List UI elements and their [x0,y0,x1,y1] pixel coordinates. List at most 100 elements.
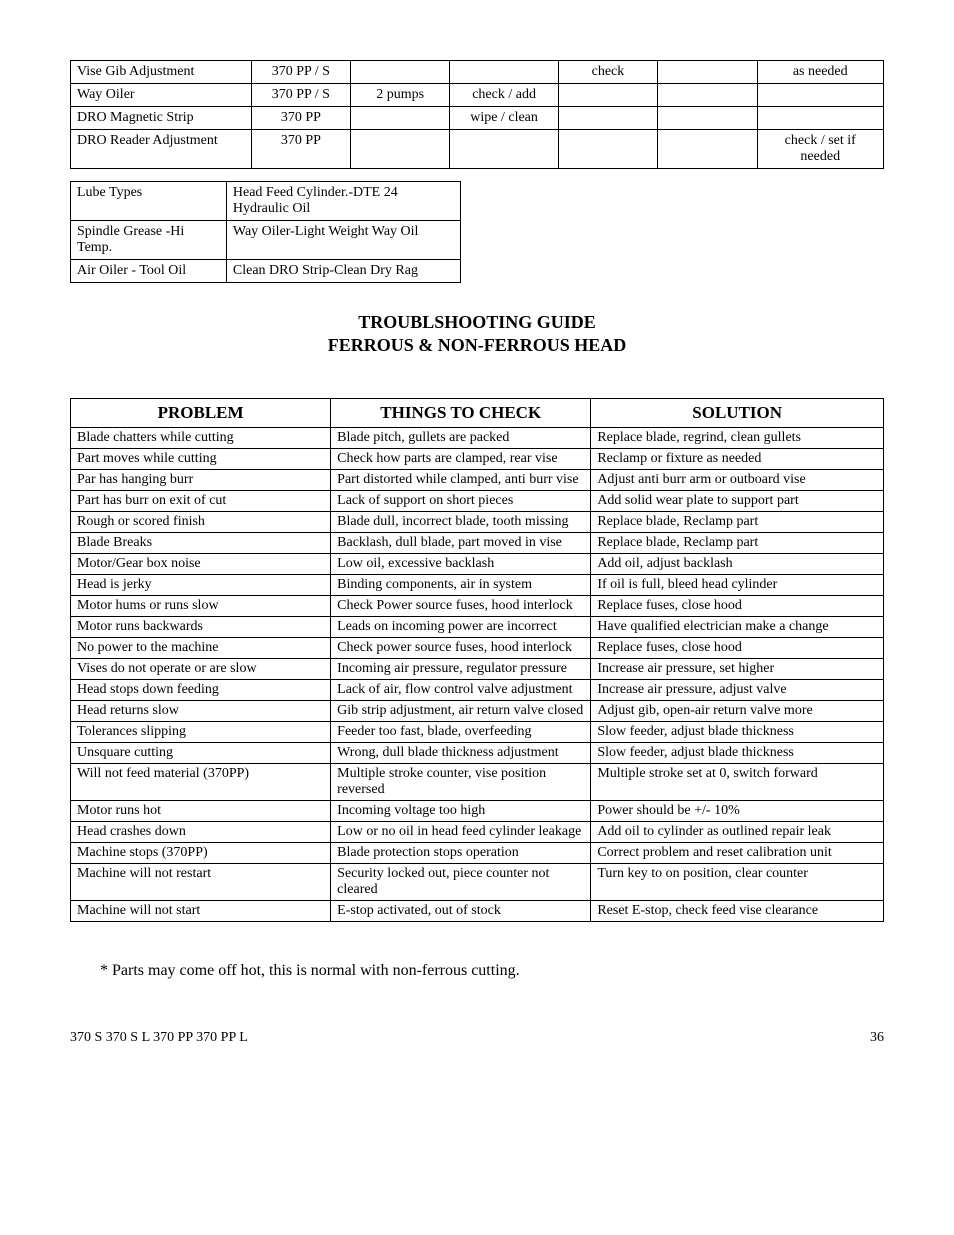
cell-problem: Head is jerky [71,574,331,595]
lube-table: Lube TypesHead Feed Cylinder.-DTE 24 Hyd… [70,181,461,283]
cell-problem: Unsquare cutting [71,742,331,763]
cell [658,107,757,130]
cell [558,130,657,169]
troubleshooting-table: PROBLEM THINGS TO CHECK SOLUTION Blade c… [70,398,884,922]
table-row: Head returns slowGib strip adjustment, a… [71,700,884,721]
footnote: * Parts may come off hot, this is normal… [100,962,884,980]
cell-check: Low or no oil in head feed cylinder leak… [331,821,591,842]
maintenance-table: Vise Gib Adjustment370 PP / S check as nee… [70,60,884,169]
header-solution: SOLUTION [591,398,884,427]
table-row: Vise Gib Adjustment370 PP / Scheckas nee… [71,61,884,84]
page-footer: 370 S 370 S L 370 PP 370 PP L 36 [70,1030,884,1046]
cell: Vise Gib Adjustment [71,61,252,84]
cell-problem: Head stops down feeding [71,679,331,700]
cell [658,130,757,169]
cell [757,107,884,130]
cell [351,107,450,130]
cell-check: Incoming voltage too high [331,800,591,821]
table-row: Air Oiler - Tool OilClean DRO Strip-Clea… [71,260,461,283]
table-row: DRO Reader Adjustment370 PPcheck / set i… [71,130,884,169]
header-check: THINGS TO CHECK [331,398,591,427]
cell-check: Backlash, dull blade, part moved in vise [331,532,591,553]
table-row: Will not feed material (370PP)Multiple s… [71,763,884,800]
cell-check: Blade protection stops operation [331,842,591,863]
table-row: Motor runs backwardsLeads on incoming po… [71,616,884,637]
cell-problem: Part moves while cutting [71,448,331,469]
cell-solution: Slow feeder, adjust blade thickness [591,721,884,742]
cell-problem: Head crashes down [71,821,331,842]
table-row: Par has hanging burrPart distorted while… [71,469,884,490]
table-row: Spindle Grease -Hi Temp.Way Oiler-Light … [71,221,461,260]
cell-solution: Replace blade, Reclamp part [591,532,884,553]
cell [658,61,757,84]
cell-check: Lack of air, flow control valve adjustme… [331,679,591,700]
cell: 370 PP / S [251,84,350,107]
title-block: TROUBLSHOOTING GUIDE FERROUS & NON-FERRO… [70,311,884,358]
cell-solution: If oil is full, bleed head cylinder [591,574,884,595]
cell-problem: Motor hums or runs slow [71,595,331,616]
cell: Head Feed Cylinder.-DTE 24 Hydraulic Oil [226,182,460,221]
table-row: Lube TypesHead Feed Cylinder.-DTE 24 Hyd… [71,182,461,221]
cell [558,84,657,107]
cell-problem: Motor/Gear box noise [71,553,331,574]
cell: wipe / clean [450,107,558,130]
cell-solution: Increase air pressure, set higher [591,658,884,679]
footer-page-number: 36 [870,1030,884,1046]
cell [351,130,450,169]
cell-check: Lack of support on short pieces [331,490,591,511]
cell: 370 PP [251,107,350,130]
table-row: Head stops down feedingLack of air, flow… [71,679,884,700]
cell-problem: Blade Breaks [71,532,331,553]
table-row: Motor/Gear box noiseLow oil, excessive b… [71,553,884,574]
cell-problem: Rough or scored finish [71,511,331,532]
table-row: Machine stops (370PP)Blade protection st… [71,842,884,863]
table-row: Motor hums or runs slowCheck Power sourc… [71,595,884,616]
cell: Clean DRO Strip-Clean Dry Rag [226,260,460,283]
cell [757,84,884,107]
cell-solution: Multiple stroke set at 0, switch forward [591,763,884,800]
cell-check: E-stop activated, out of stock [331,900,591,921]
cell-problem: Motor runs hot [71,800,331,821]
table-row: Head is jerkyBinding components, air in … [71,574,884,595]
cell-check: Leads on incoming power are incorrect [331,616,591,637]
table-row: Machine will not restartSecurity locked … [71,863,884,900]
table-row: Rough or scored finishBlade dull, incorr… [71,511,884,532]
cell-solution: Power should be +/- 10% [591,800,884,821]
table-row: Blade BreaksBacklash, dull blade, part m… [71,532,884,553]
cell-solution: Have qualified electrician make a change [591,616,884,637]
title-line-2: FERROUS & NON-FERROUS HEAD [70,334,884,357]
cell: Air Oiler - Tool Oil [71,260,227,283]
cell: as needed [757,61,884,84]
cell-solution: Increase air pressure, adjust valve [591,679,884,700]
cell: Way Oiler [71,84,252,107]
table-row: Unsquare cuttingWrong, dull blade thickn… [71,742,884,763]
cell-solution: Add solid wear plate to support part [591,490,884,511]
cell-check: Blade pitch, gullets are packed [331,427,591,448]
table-row: DRO Magnetic Strip370 PPwipe / clean [71,107,884,130]
table-row: Way Oiler370 PP / S2 pumpscheck / add [71,84,884,107]
cell-solution: Slow feeder, adjust blade thickness [591,742,884,763]
cell-check: Check power source fuses, hood interlock [331,637,591,658]
cell [658,84,757,107]
table-row: Tolerances slippingFeeder too fast, blad… [71,721,884,742]
cell-problem: No power to the machine [71,637,331,658]
cell: check [558,61,657,84]
cell-check: Blade dull, incorrect blade, tooth missi… [331,511,591,532]
cell-solution: Correct problem and reset calibration un… [591,842,884,863]
cell-check: Incoming air pressure, regulator pressur… [331,658,591,679]
cell: 2 pumps [351,84,450,107]
cell-solution: Replace blade, Reclamp part [591,511,884,532]
cell-problem: Machine stops (370PP) [71,842,331,863]
cell [450,130,558,169]
cell-problem: Head returns slow [71,700,331,721]
cell-problem: Motor runs backwards [71,616,331,637]
cell-problem: Vises do not operate or are slow [71,658,331,679]
cell-solution: Adjust anti burr arm or outboard vise [591,469,884,490]
cell [558,107,657,130]
cell-problem: Machine will not restart [71,863,331,900]
cell: DRO Reader Adjustment [71,130,252,169]
cell [351,61,450,84]
cell-check: Multiple stroke counter, vise position r… [331,763,591,800]
table-row: Part moves while cuttingCheck how parts … [71,448,884,469]
cell-problem: Par has hanging burr [71,469,331,490]
